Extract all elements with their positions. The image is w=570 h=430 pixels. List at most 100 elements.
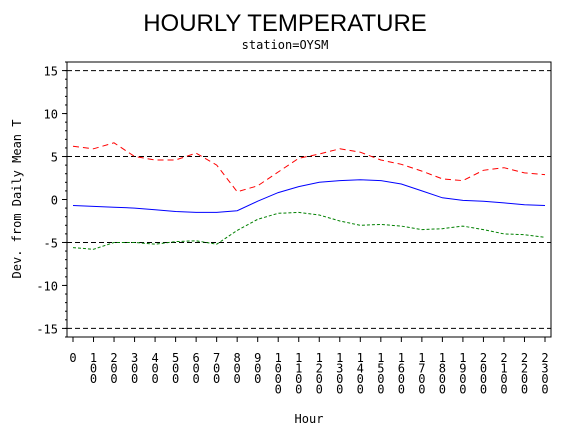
- y-tick-label: 0: [51, 194, 58, 208]
- x-tick-label: 0: [480, 362, 487, 376]
- x-axis-label: Hour: [295, 412, 324, 426]
- y-tick-label: 15: [44, 65, 58, 79]
- x-tick-label: 7: [213, 351, 220, 365]
- x-tick-label: 0: [316, 372, 323, 386]
- x-tick-label: 0: [193, 362, 200, 376]
- x-tick-label: 0: [459, 372, 466, 386]
- x-tick-label: 0: [500, 383, 507, 397]
- x-tick-label: 1: [459, 351, 466, 365]
- y-tick-label: 5: [51, 151, 58, 165]
- x-tick-label: 1: [336, 351, 343, 365]
- y-tick-label: 10: [44, 108, 58, 122]
- x-tick-label: 0: [357, 383, 364, 397]
- x-tick-label: 8: [234, 351, 241, 365]
- x-tick-label: 1: [90, 351, 97, 365]
- x-tick-label: 0: [90, 362, 97, 376]
- x-tick-label: 1: [377, 351, 384, 365]
- x-tick-label: 0: [172, 362, 179, 376]
- x-tick-label: 0: [90, 372, 97, 386]
- x-tick-label: 0: [398, 372, 405, 386]
- x-tick-label: 1: [295, 362, 302, 376]
- x-tick-label: 5: [172, 351, 179, 365]
- x-tick-label: 7: [418, 362, 425, 376]
- y-tick-label: -10: [36, 279, 58, 293]
- x-tick-label: 2: [316, 362, 323, 376]
- x-tick-label: 0: [275, 362, 282, 376]
- x-tick-label: 6: [398, 362, 405, 376]
- x-tick-label: 2: [480, 351, 487, 365]
- x-tick-label: 0: [521, 372, 528, 386]
- x-tick-label: 9: [254, 351, 261, 365]
- x-tick-label: 0: [69, 351, 76, 365]
- series-line-red-dashed: [72, 142, 546, 193]
- x-tick-label: 0: [254, 372, 261, 386]
- x-tick-label: 2: [500, 351, 507, 365]
- x-tick-label: 0: [377, 383, 384, 397]
- y-tick-label: -5: [44, 236, 58, 250]
- x-tick-label: 0: [398, 383, 405, 397]
- y-tick-label: -15: [36, 322, 58, 336]
- x-tick-label: 4: [151, 351, 158, 365]
- x-tick-label: 0: [500, 372, 507, 386]
- chart-title: HOURLY TEMPERATURE: [143, 10, 427, 37]
- x-tick-label: 0: [131, 372, 138, 386]
- x-tick-label: 0: [521, 383, 528, 397]
- x-tick-label: 0: [541, 383, 548, 397]
- x-tick-label: 5: [377, 362, 384, 376]
- x-tick-label: 0: [316, 383, 323, 397]
- x-tick-label: 2: [521, 351, 528, 365]
- x-tick-label: 1: [295, 351, 302, 365]
- x-tick-label: 3: [336, 362, 343, 376]
- x-tick-label: 0: [336, 372, 343, 386]
- x-tick-label: 0: [131, 362, 138, 376]
- y-axis-label: Dev. from Daily Mean T: [10, 120, 24, 279]
- x-tick-label: 0: [213, 362, 220, 376]
- x-tick-label: 1: [418, 351, 425, 365]
- x-tick-label: 0: [110, 362, 117, 376]
- x-tick-label: 0: [110, 372, 117, 386]
- x-tick-label: 0: [234, 372, 241, 386]
- x-tick-label: 0: [254, 362, 261, 376]
- series-line-green-dashed: [72, 211, 546, 250]
- x-tick-label: 0: [336, 383, 343, 397]
- x-tick-label: 2: [521, 362, 528, 376]
- x-tick-label: 0: [439, 383, 446, 397]
- x-tick-label: 1: [398, 351, 405, 365]
- x-tick-label: 0: [357, 372, 364, 386]
- x-tick-label: 0: [418, 372, 425, 386]
- plot-frame: [66, 61, 552, 338]
- series-line-blue-solid: [72, 179, 546, 213]
- x-tick-label: 0: [234, 362, 241, 376]
- x-tick-label: 0: [459, 383, 466, 397]
- x-tick-label: 0: [275, 383, 282, 397]
- x-tick-label: 0: [295, 383, 302, 397]
- x-tick-label: 3: [131, 351, 138, 365]
- x-tick-label: 0: [295, 372, 302, 386]
- x-tick-label: 0: [151, 362, 158, 376]
- x-tick-label: 8: [439, 362, 446, 376]
- x-tick-label: 0: [480, 383, 487, 397]
- x-tick-label: 1: [500, 362, 507, 376]
- x-tick-label: 1: [439, 351, 446, 365]
- x-tick-label: 0: [213, 372, 220, 386]
- x-tick-label: 0: [439, 372, 446, 386]
- x-tick-label: 3: [541, 362, 548, 376]
- x-tick-label: 0: [541, 372, 548, 386]
- x-tick-label: 0: [275, 372, 282, 386]
- x-tick-label: 2: [541, 351, 548, 365]
- x-tick-label: 0: [193, 372, 200, 386]
- x-tick-label: 1: [357, 351, 364, 365]
- x-tick-label: 4: [357, 362, 364, 376]
- x-tick-label: 0: [172, 372, 179, 386]
- x-tick-label: 6: [193, 351, 200, 365]
- x-tick-label: 2: [110, 351, 117, 365]
- x-tick-label: 0: [418, 383, 425, 397]
- x-tick-label: 1: [316, 351, 323, 365]
- x-tick-label: 1: [275, 351, 282, 365]
- x-tick-label: 0: [480, 372, 487, 386]
- x-tick-label: 0: [151, 372, 158, 386]
- x-tick-label: 9: [459, 362, 466, 376]
- chart-subtitle: station=OYSM: [242, 38, 329, 52]
